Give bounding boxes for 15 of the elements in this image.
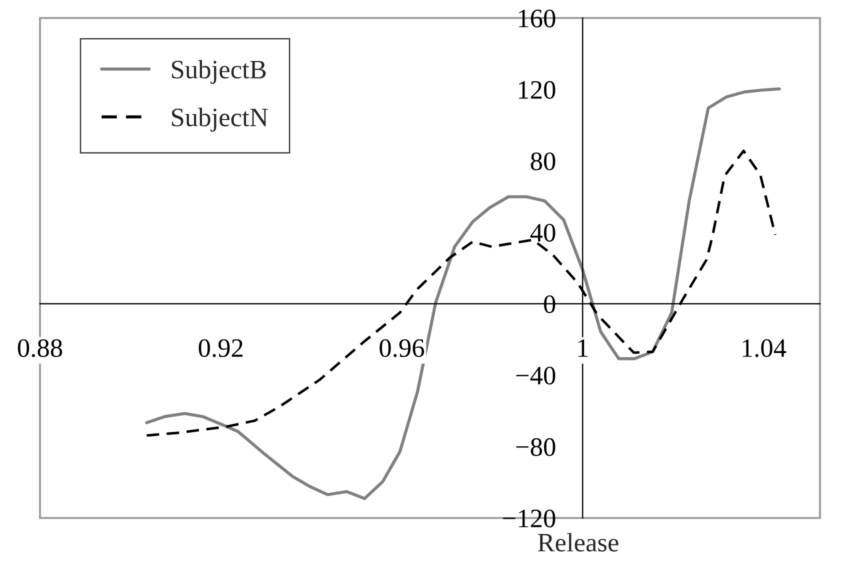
- y-tick-label: −120: [503, 510, 556, 528]
- y-tick-label: 80: [530, 152, 556, 170]
- y-tick-label: 40: [530, 224, 556, 242]
- legend-label: SubjectN: [172, 108, 268, 132]
- x-tick-label: 0.88: [18, 339, 62, 358]
- y-tick-label: 160: [518, 10, 556, 28]
- y-tick-label: −80: [516, 438, 556, 456]
- x-tick-label: 1.04: [742, 339, 786, 358]
- x-tick-label: 1: [578, 339, 588, 357]
- y-tick-label: 120: [518, 81, 556, 99]
- x-axis-title: Release: [538, 533, 618, 552]
- x-tick-label: 0.96: [380, 339, 424, 358]
- x-tick-label: 0.92: [198, 339, 243, 358]
- legend-label: SubjectB: [172, 60, 266, 84]
- y-tick-label: −40: [516, 366, 556, 385]
